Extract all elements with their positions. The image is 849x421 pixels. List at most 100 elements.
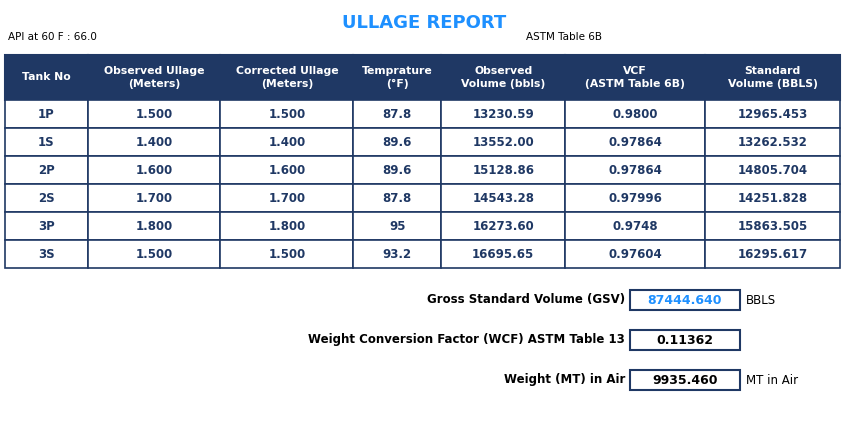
FancyBboxPatch shape xyxy=(630,330,740,350)
FancyBboxPatch shape xyxy=(441,128,565,156)
Text: 1.500: 1.500 xyxy=(268,248,306,261)
FancyBboxPatch shape xyxy=(87,184,221,212)
FancyBboxPatch shape xyxy=(630,290,740,310)
Text: 13552.00: 13552.00 xyxy=(472,136,534,149)
Text: 2S: 2S xyxy=(38,192,54,205)
Text: 0.97864: 0.97864 xyxy=(609,163,662,176)
FancyBboxPatch shape xyxy=(221,212,353,240)
Text: 0.9800: 0.9800 xyxy=(612,107,658,120)
Text: 1.800: 1.800 xyxy=(136,219,172,232)
FancyBboxPatch shape xyxy=(87,212,221,240)
Text: 89.6: 89.6 xyxy=(383,136,412,149)
FancyBboxPatch shape xyxy=(706,55,840,100)
Text: Observed
Volume (bbls): Observed Volume (bbls) xyxy=(461,66,545,89)
Text: 16273.60: 16273.60 xyxy=(472,219,534,232)
FancyBboxPatch shape xyxy=(565,55,706,100)
FancyBboxPatch shape xyxy=(706,128,840,156)
FancyBboxPatch shape xyxy=(221,184,353,212)
FancyBboxPatch shape xyxy=(441,156,565,184)
Text: Gross Standard Volume (GSV): Gross Standard Volume (GSV) xyxy=(427,293,625,306)
FancyBboxPatch shape xyxy=(441,240,565,268)
FancyBboxPatch shape xyxy=(5,55,87,100)
Text: Weight (MT) in Air: Weight (MT) in Air xyxy=(503,373,625,386)
FancyBboxPatch shape xyxy=(353,128,441,156)
Text: MT in Air: MT in Air xyxy=(746,373,798,386)
Text: 1.500: 1.500 xyxy=(268,107,306,120)
FancyBboxPatch shape xyxy=(5,240,87,268)
FancyBboxPatch shape xyxy=(565,184,706,212)
Text: 15128.86: 15128.86 xyxy=(472,163,534,176)
Text: 3P: 3P xyxy=(38,219,54,232)
Text: 1.800: 1.800 xyxy=(268,219,306,232)
FancyBboxPatch shape xyxy=(221,240,353,268)
Text: Standard
Volume (BBLS): Standard Volume (BBLS) xyxy=(728,66,818,89)
Text: 1S: 1S xyxy=(38,136,54,149)
Text: 15863.505: 15863.505 xyxy=(738,219,807,232)
Text: 1.500: 1.500 xyxy=(136,107,172,120)
FancyBboxPatch shape xyxy=(565,100,706,128)
Text: 9935.460: 9935.460 xyxy=(652,373,717,386)
FancyBboxPatch shape xyxy=(441,100,565,128)
FancyBboxPatch shape xyxy=(221,55,353,100)
Text: Temprature
(°F): Temprature (°F) xyxy=(362,66,433,89)
Text: Observed Ullage
(Meters): Observed Ullage (Meters) xyxy=(104,66,205,89)
Text: BBLS: BBLS xyxy=(746,293,776,306)
Text: 16695.65: 16695.65 xyxy=(472,248,534,261)
Text: 87.8: 87.8 xyxy=(383,192,412,205)
FancyBboxPatch shape xyxy=(706,184,840,212)
Text: API at 60 F : 66.0: API at 60 F : 66.0 xyxy=(8,32,97,42)
FancyBboxPatch shape xyxy=(706,100,840,128)
FancyBboxPatch shape xyxy=(221,156,353,184)
Text: Weight Conversion Factor (WCF) ASTM Table 13: Weight Conversion Factor (WCF) ASTM Tabl… xyxy=(308,333,625,346)
Text: 1.700: 1.700 xyxy=(268,192,306,205)
FancyBboxPatch shape xyxy=(565,128,706,156)
Text: 87.8: 87.8 xyxy=(383,107,412,120)
Text: 1.400: 1.400 xyxy=(268,136,306,149)
FancyBboxPatch shape xyxy=(706,156,840,184)
Text: 1P: 1P xyxy=(38,107,54,120)
Text: 1.600: 1.600 xyxy=(136,163,172,176)
FancyBboxPatch shape xyxy=(706,212,840,240)
Text: ASTM Table 6B: ASTM Table 6B xyxy=(526,32,603,42)
Text: 93.2: 93.2 xyxy=(383,248,412,261)
Text: 0.11362: 0.11362 xyxy=(656,333,713,346)
Text: 87444.640: 87444.640 xyxy=(648,293,722,306)
FancyBboxPatch shape xyxy=(353,240,441,268)
FancyBboxPatch shape xyxy=(5,100,87,128)
Text: 14805.704: 14805.704 xyxy=(738,163,807,176)
FancyBboxPatch shape xyxy=(5,156,87,184)
FancyBboxPatch shape xyxy=(706,240,840,268)
Text: 1.700: 1.700 xyxy=(136,192,172,205)
Text: 14251.828: 14251.828 xyxy=(738,192,807,205)
Text: 3S: 3S xyxy=(38,248,54,261)
Text: 13230.59: 13230.59 xyxy=(472,107,534,120)
Text: VCF
(ASTM Table 6B): VCF (ASTM Table 6B) xyxy=(585,66,685,89)
Text: 0.97996: 0.97996 xyxy=(609,192,662,205)
FancyBboxPatch shape xyxy=(441,212,565,240)
FancyBboxPatch shape xyxy=(441,184,565,212)
FancyBboxPatch shape xyxy=(353,184,441,212)
FancyBboxPatch shape xyxy=(87,100,221,128)
Text: 16295.617: 16295.617 xyxy=(738,248,807,261)
FancyBboxPatch shape xyxy=(630,370,740,390)
Text: 12965.453: 12965.453 xyxy=(738,107,807,120)
Text: 2P: 2P xyxy=(38,163,54,176)
FancyBboxPatch shape xyxy=(565,212,706,240)
FancyBboxPatch shape xyxy=(441,55,565,100)
Text: 13262.532: 13262.532 xyxy=(738,136,807,149)
Text: 1.400: 1.400 xyxy=(136,136,172,149)
FancyBboxPatch shape xyxy=(87,128,221,156)
Text: 1.500: 1.500 xyxy=(136,248,172,261)
FancyBboxPatch shape xyxy=(353,156,441,184)
FancyBboxPatch shape xyxy=(87,156,221,184)
Text: 14543.28: 14543.28 xyxy=(472,192,534,205)
Text: Corrected Ullage
(Meters): Corrected Ullage (Meters) xyxy=(236,66,338,89)
FancyBboxPatch shape xyxy=(353,212,441,240)
Text: 1.600: 1.600 xyxy=(268,163,306,176)
Text: 0.97864: 0.97864 xyxy=(609,136,662,149)
FancyBboxPatch shape xyxy=(5,184,87,212)
Text: 0.9748: 0.9748 xyxy=(612,219,658,232)
Text: 0.97604: 0.97604 xyxy=(609,248,662,261)
FancyBboxPatch shape xyxy=(565,156,706,184)
FancyBboxPatch shape xyxy=(87,55,221,100)
